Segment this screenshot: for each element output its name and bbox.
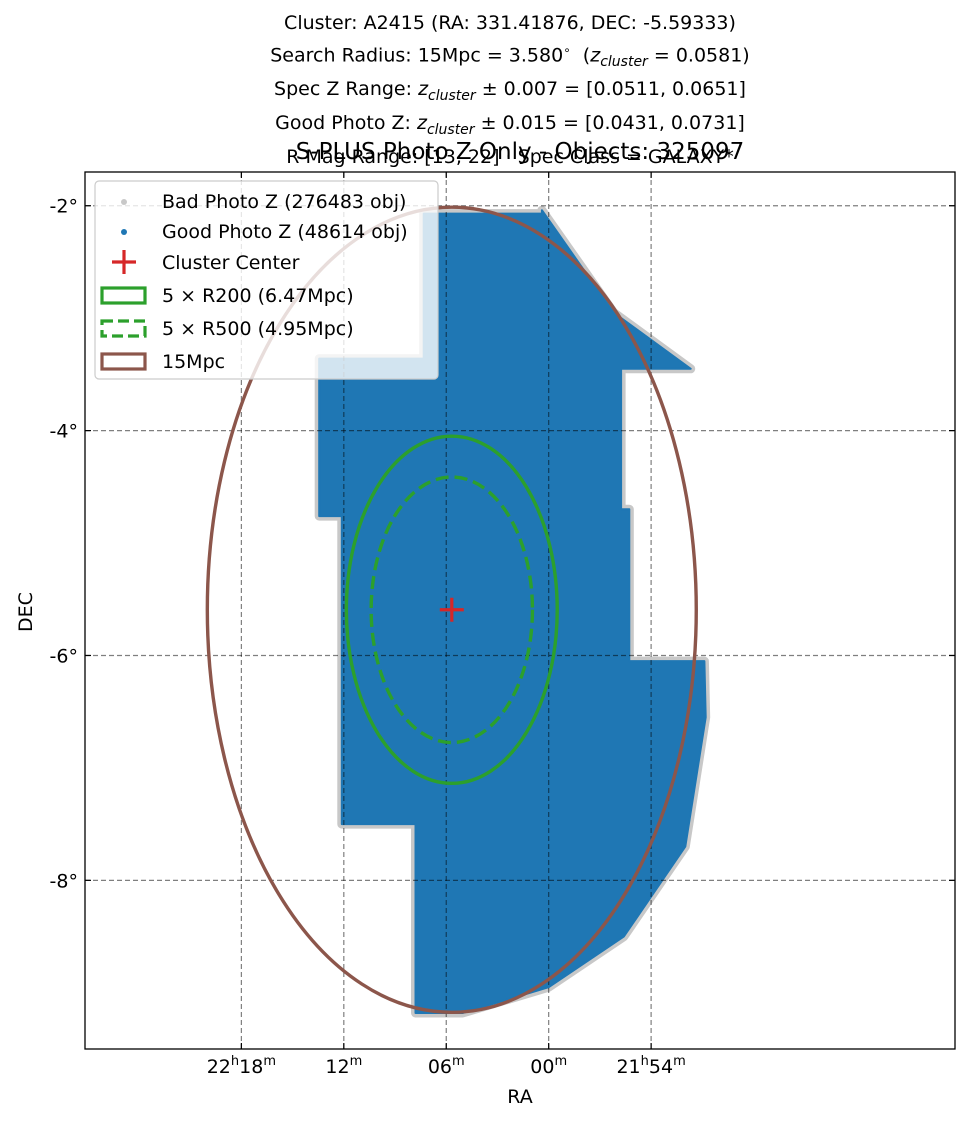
cluster-info-line: Cluster: A2415 (RA: 331.41876, DEC: -5.5… — [284, 12, 736, 34]
good-photo-z-line: Good Photo Z: zcluster ± 0.015 = [0.0431… — [0, 110, 971, 144]
x-tick-label: 21h54m — [616, 1054, 685, 1078]
x-tick-label: 12m — [325, 1054, 362, 1078]
legend-label: 15Mpc — [162, 351, 225, 373]
legend-label: 5 × R500 (4.95Mpc) — [162, 318, 354, 340]
legend: Bad Photo Z (276483 obj) Good Photo Z (48… — [94, 180, 439, 380]
legend-marker — [121, 199, 127, 205]
z-subscript: cluster — [428, 87, 476, 104]
search-radius-value: = 0.0581) — [647, 44, 750, 67]
good-photo-z-points — [318, 209, 707, 1014]
degree-symbol: ∘ — [563, 43, 571, 57]
axis-ticks: 22h18m 12m 06m 00m 21h54m -2° -4° -6° -8° — [50, 172, 955, 1078]
y-axis-label: DEC — [15, 592, 37, 632]
search-radius-open: ( — [582, 44, 591, 67]
search-radius-line: Search Radius: 15Mpc = 3.580∘ (zcluster … — [0, 37, 971, 76]
legend-label: Cluster Center — [162, 252, 300, 274]
spec-z-line: Spec Z Range: zcluster ± 0.007 = [0.0511… — [0, 76, 971, 110]
z-subscript: cluster — [600, 54, 648, 71]
legend-marker — [100, 319, 147, 338]
circle-2 — [205, 205, 698, 1014]
x-tick-label: 22h18m — [207, 1054, 276, 1078]
chart-suptitle: Cluster: A2415 (RA: 331.41876, DEC: -5.5… — [0, 10, 971, 171]
legend-label: 5 × R200 (6.47Mpc) — [162, 285, 354, 307]
legend-marker — [100, 286, 147, 305]
legend-label: Bad Photo Z (276483 obj) — [162, 191, 406, 213]
z-symbol: z — [416, 111, 427, 134]
circle-0 — [344, 434, 559, 786]
y-tick-label: -4° — [50, 421, 78, 443]
x-tick-label: 06m — [428, 1054, 465, 1078]
circles-layer — [205, 205, 698, 1014]
legend-marker — [100, 352, 147, 371]
spec-z-value: ± 0.007 = [0.0511, 0.0651] — [475, 78, 746, 101]
z-subscript: cluster — [426, 121, 475, 138]
z-symbol: z — [418, 78, 429, 101]
y-tick-label: -6° — [50, 645, 78, 667]
data-points-layer — [314, 205, 711, 1018]
legend-marker — [121, 229, 127, 235]
legend-box — [94, 180, 439, 380]
mag-range-line: R Mag Range: [13, 22] · Spec Class = GAL… — [286, 145, 734, 168]
x-tick-label: 00m — [530, 1054, 567, 1078]
z-symbol: z — [590, 44, 601, 67]
search-radius-text: Search Radius: 15Mpc = 3.580 — [270, 44, 564, 67]
good-photo-z-value: ± 0.015 = [0.0431, 0.0731] — [474, 111, 745, 134]
plot-frame — [84, 171, 956, 1050]
circle-1 — [369, 475, 535, 745]
y-tick-label: -2° — [50, 196, 78, 218]
y-tick-label: -8° — [50, 870, 78, 892]
good-photo-z-text: Good Photo Z: — [275, 111, 417, 134]
cluster-center-layer — [439, 597, 464, 622]
spec-z-text: Spec Z Range: — [274, 78, 419, 101]
x-axis-label: RA — [507, 1086, 532, 1108]
main-title: S-PLUS Photo Z Only - Objects: 325097 — [295, 139, 745, 165]
legend-label: Good Photo Z (48614 obj) — [162, 221, 408, 243]
